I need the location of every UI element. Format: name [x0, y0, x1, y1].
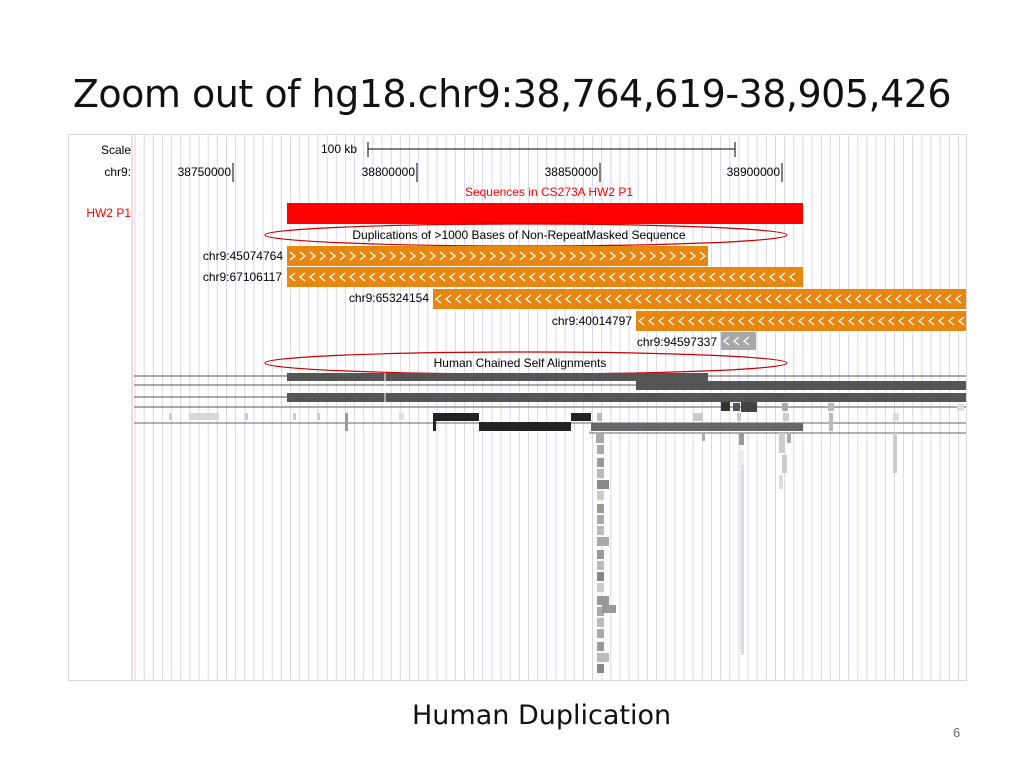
genome-browser-tracks: Scale 100 kb chr9: 38750000 38800000 388…: [86, 135, 966, 680]
tick-label: 38850000: [545, 165, 599, 179]
stacked-alignment-column: [597, 445, 787, 673]
chromosome-label: chr9:: [104, 165, 131, 179]
tick-label: 38900000: [727, 165, 781, 179]
tick-label: 38800000: [362, 165, 416, 179]
dup-item-bar: [287, 267, 803, 287]
strand-arrows-reverse: [289, 272, 796, 282]
strand-arrows-reverse: [723, 336, 750, 346]
slide-title: Zoom out of hg18.chr9:38,764,619-38,905,…: [72, 72, 952, 116]
scale-label: Scale: [101, 143, 131, 157]
track-header-chains: Human Chained Self Alignments: [434, 356, 607, 370]
genome-browser-image: Scale 100 kb chr9: 38750000 38800000 388…: [68, 134, 967, 681]
tick-label: 38750000: [178, 165, 232, 179]
track-label-hw2: HW2 P1: [86, 206, 131, 220]
coordinate-ticks: 38750000 38800000 38850000 38900000: [178, 163, 783, 182]
strand-arrows-reverse: [638, 316, 965, 326]
dup-item-label: chr9:67106117: [203, 270, 283, 284]
slide-caption: Human Duplication: [412, 700, 672, 731]
dup-item-label: chr9:65324154: [349, 291, 429, 305]
strand-arrows-forward: [289, 251, 706, 261]
dup-item-bar: [636, 311, 966, 331]
hw2-region-block: [287, 203, 803, 224]
dup-item-bar: [287, 246, 708, 266]
dup-item-bar: [433, 289, 966, 309]
track-header-duplications: Duplications of >1000 Bases of Non-Repea…: [352, 228, 686, 242]
page-number: 6: [953, 725, 961, 740]
chain-alignments: [134, 373, 966, 412]
strand-arrows-reverse: [435, 294, 962, 304]
dup-item-label: chr9:94597337: [637, 335, 717, 349]
scale-bar: [367, 142, 736, 157]
self-alignment-fragments: [134, 413, 966, 473]
scale-value: 100 kb: [321, 142, 357, 156]
dup-item-label: chr9:40014797: [552, 314, 632, 328]
dup-item-label: chr9:45074764: [203, 249, 283, 263]
dup-item-bar: [721, 332, 756, 350]
track-header-cs273a: Sequences in CS273A HW2 P1: [465, 185, 633, 199]
